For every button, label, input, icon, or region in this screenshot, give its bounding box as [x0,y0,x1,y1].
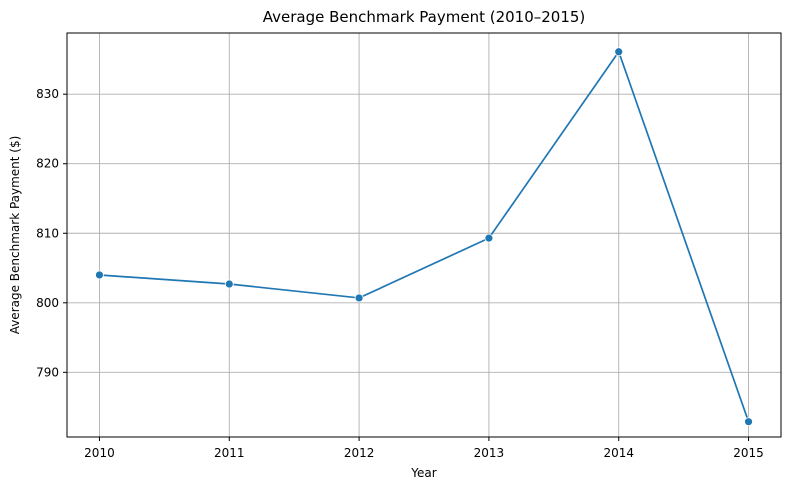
x-tick-label: 2015 [733,446,764,460]
axis-ticks: 2010 2011 2012 2013 2014 2015 790 800 810 820 830 [36,87,764,460]
x-axis-label: Year [410,466,436,480]
x-tick-label: 2014 [603,446,634,460]
x-tick-label: 2012 [344,446,375,460]
data-point [744,417,753,427]
plot-frame [66,32,782,438]
x-tick-label: 2013 [474,446,505,460]
data-point [224,279,234,289]
y-axis-label: Average Benchmark Payment ($) [8,136,22,335]
series-group [95,47,753,427]
series-line [99,49,750,422]
x-tick-label: 2011 [214,446,245,460]
y-tick-label: 790 [36,365,59,379]
y-tick-label: 820 [36,157,59,171]
y-tick-label: 810 [36,226,59,240]
grid [67,33,781,437]
data-point [95,270,104,280]
data-point [354,293,364,303]
x-tick-label: 2010 [84,446,115,460]
data-point [484,233,494,243]
data-point [614,47,624,57]
chart-title: Average Benchmark Payment (2010–2015) [263,8,586,26]
y-tick-label: 830 [36,87,59,101]
y-tick-label: 800 [36,296,59,310]
